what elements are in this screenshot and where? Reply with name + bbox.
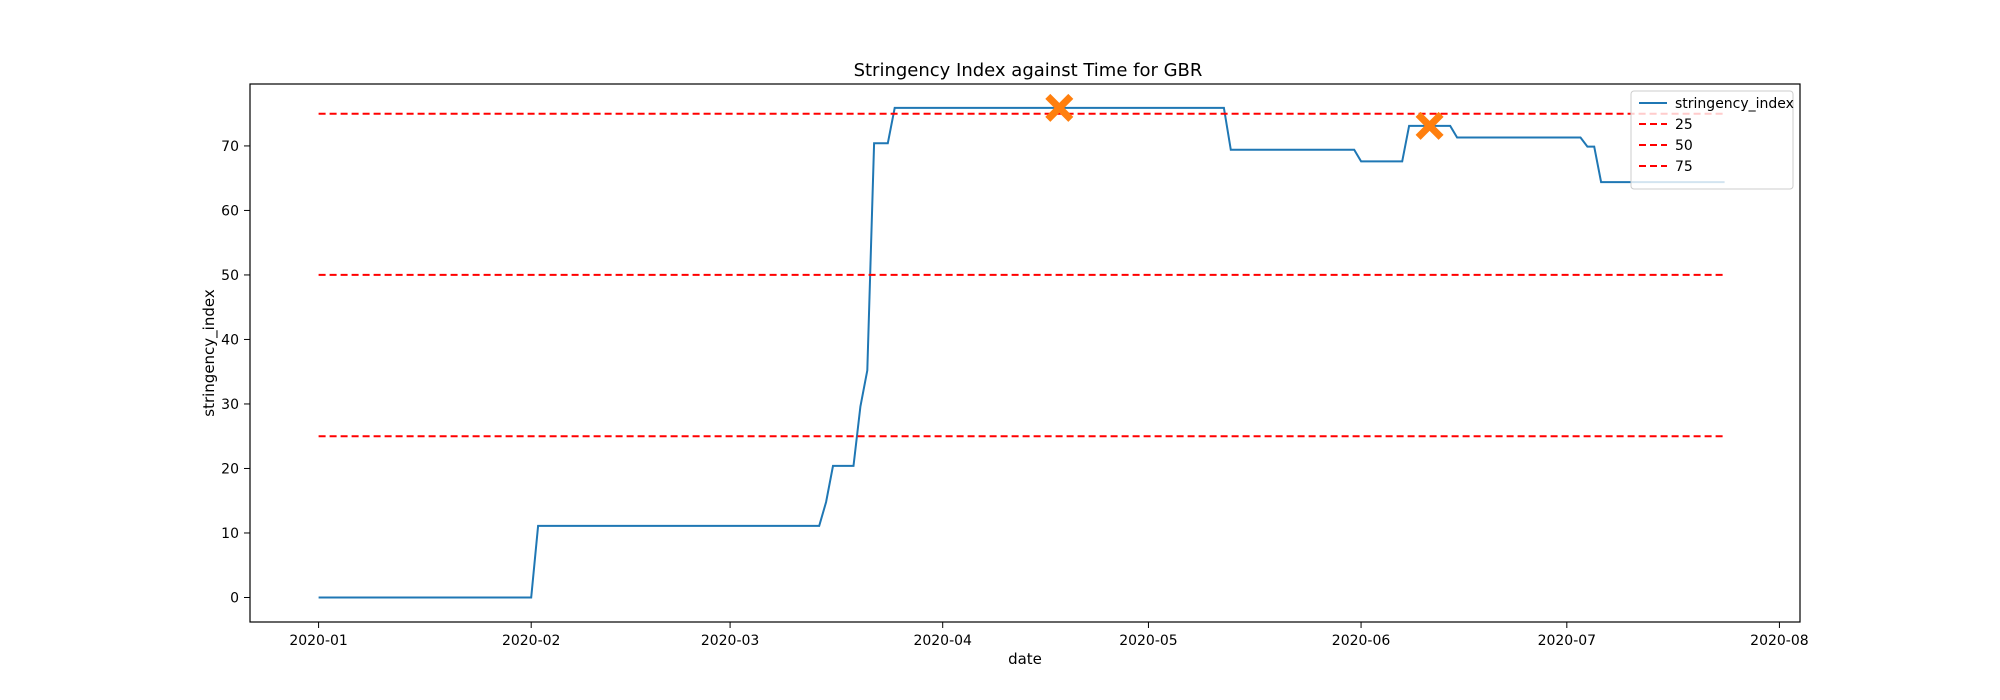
x-tick-label: 2020-03 — [701, 633, 760, 649]
x-marker — [1045, 93, 1074, 122]
y-tick-label: 0 — [230, 590, 239, 606]
x-tick-label: 2020-05 — [1119, 633, 1178, 649]
x-tick-label: 2020-07 — [1538, 633, 1597, 649]
y-tick-label: 60 — [221, 203, 239, 219]
y-tick-label: 70 — [221, 139, 239, 155]
x-tick-label: 2020-08 — [1750, 633, 1809, 649]
y-axis: 0 10 20 30 40 50 60 70 — [221, 139, 250, 606]
x-tick-label: 2020-01 — [289, 633, 348, 649]
y-axis-title: stringency_index — [200, 289, 219, 417]
y-tick-label: 10 — [221, 526, 239, 542]
legend: stringency_index 25 50 75 — [1630, 90, 1794, 190]
legend-box — [1630, 90, 1794, 190]
chart-title: Stringency Index against Time for GBR — [854, 60, 1203, 81]
x-axis: 2020-01 2020-02 2020-03 2020-04 2020-05 2020-… — [289, 622, 1809, 649]
x-tick-label: 2020-06 — [1332, 633, 1391, 649]
x-axis-title: date — [1008, 650, 1042, 668]
plot-area — [249, 83, 1801, 623]
legend-label: 25 — [1675, 117, 1693, 133]
y-tick-label: 40 — [221, 332, 239, 348]
legend-label: stringency_index — [1675, 96, 1794, 112]
series-line-stringency_index — [318, 106, 1725, 599]
legend-label: 75 — [1675, 159, 1693, 175]
y-tick-label: 30 — [221, 397, 239, 413]
marker-layer — [1045, 93, 1444, 140]
x-marker — [1415, 111, 1444, 140]
y-tick-label: 50 — [221, 268, 239, 284]
legend-label: 50 — [1675, 138, 1693, 154]
x-tick-label: 2020-04 — [913, 633, 972, 649]
y-tick-label: 20 — [221, 461, 239, 477]
x-tick-label: 2020-02 — [502, 633, 561, 649]
plot-frame — [249, 83, 1801, 623]
series-layer — [318, 106, 1725, 599]
